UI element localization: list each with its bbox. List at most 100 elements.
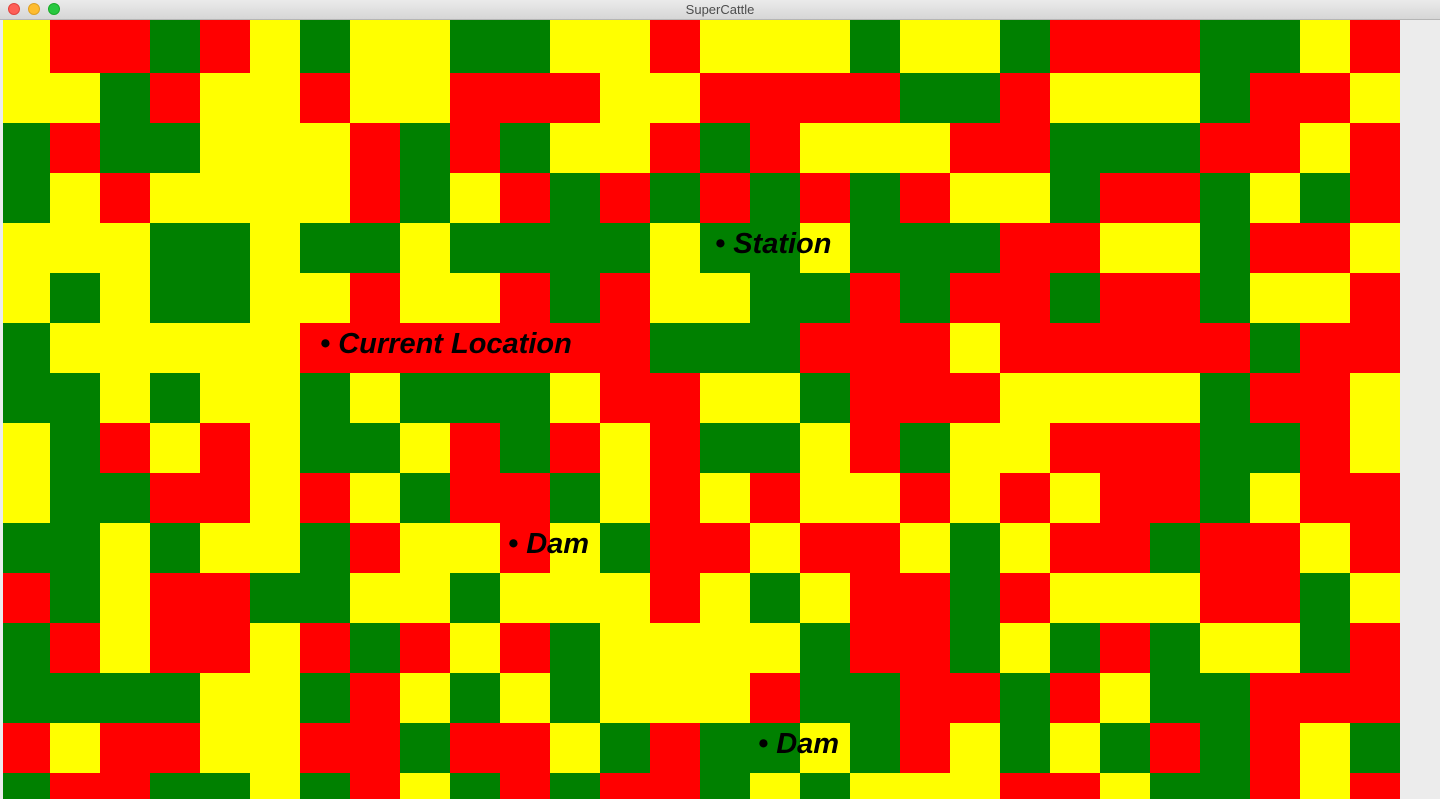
map-tile-yellow	[1000, 373, 1050, 423]
map-tile-red	[150, 73, 200, 123]
map-tile-red	[1300, 423, 1350, 473]
map-tile-red	[450, 723, 500, 773]
map-tile-green	[200, 223, 250, 273]
map-tile-edge	[1250, 20, 1300, 23]
map-tile-red	[350, 323, 400, 373]
map-tile-edge	[650, 20, 700, 23]
map-tile-green	[750, 323, 800, 373]
map-tile-red	[350, 123, 400, 173]
map-tile-red	[850, 523, 900, 573]
map-tile-yellow	[3, 473, 50, 523]
map-tile-red	[150, 623, 200, 673]
map-tile-yellow	[550, 523, 600, 573]
map-tile-red	[1300, 73, 1350, 123]
map-tile-red	[350, 273, 400, 323]
map-tile-green	[900, 423, 950, 473]
map-tile-yellow	[1050, 73, 1100, 123]
map-tile-red	[500, 773, 550, 799]
map-tile-yellow	[50, 223, 100, 273]
map-tile-red	[1300, 323, 1350, 373]
map-tile-green	[1050, 123, 1100, 173]
map-tile-green	[700, 423, 750, 473]
map-tile-red	[1250, 123, 1300, 173]
map-tile-yellow	[200, 373, 250, 423]
map-tile-yellow	[400, 573, 450, 623]
map-tile-green	[850, 223, 900, 273]
close-window-button[interactable]	[8, 3, 20, 15]
map-tile-red	[700, 73, 750, 123]
map-tile-edge	[950, 20, 1000, 23]
map-tile-red	[1100, 323, 1150, 373]
map-tile-red	[1100, 523, 1150, 573]
map-tile-green	[800, 773, 850, 799]
map-tile-red	[500, 523, 550, 573]
map-tile-red	[1150, 323, 1200, 373]
map-tile-green	[1150, 623, 1200, 673]
map-tile-red	[900, 573, 950, 623]
map-tile-green	[600, 223, 650, 273]
map-tile-yellow	[1100, 373, 1150, 423]
map-tile-red	[50, 623, 100, 673]
map-tile-yellow	[50, 73, 100, 123]
map-tile-green	[150, 273, 200, 323]
map-tile-red	[950, 123, 1000, 173]
map-canvas[interactable]: • Station • Current Location • Dam • Dam	[3, 20, 1440, 799]
marker-dam[interactable]: • Dam	[508, 528, 590, 560]
map-tile-red	[3, 723, 50, 773]
map-tile-green	[50, 473, 100, 523]
map-tile-green	[850, 673, 900, 723]
map-tile-red	[1250, 223, 1300, 273]
map-tile-red	[1300, 673, 1350, 723]
map-tile-red	[600, 273, 650, 323]
map-tile-red	[650, 573, 700, 623]
map-tile-yellow	[400, 773, 450, 799]
map-tile-green	[850, 723, 900, 773]
map-tile-red	[850, 73, 900, 123]
map-tile-yellow	[400, 523, 450, 573]
marker-station[interactable]: • Station	[715, 228, 832, 260]
map-tile-green	[500, 23, 550, 73]
map-tile-red	[650, 423, 700, 473]
map-tile-red	[1100, 273, 1150, 323]
map-tile-yellow	[1100, 773, 1150, 799]
map-tile-edge	[350, 20, 400, 23]
map-tile-yellow	[1050, 573, 1100, 623]
map-tile-red	[1050, 523, 1100, 573]
map-tile-red	[550, 73, 600, 123]
map-tile-red	[1150, 423, 1200, 473]
zoom-window-button[interactable]	[48, 3, 60, 15]
map-tile-red	[500, 73, 550, 123]
map-tile-red	[800, 173, 850, 223]
map-tile-yellow	[850, 473, 900, 523]
map-tile-yellow	[500, 573, 550, 623]
map-tile-yellow	[900, 123, 950, 173]
marker-current-location[interactable]: • Current Location	[320, 328, 572, 360]
map-tile-green	[400, 473, 450, 523]
map-tile-green	[50, 523, 100, 573]
map-tile-green	[1200, 723, 1250, 773]
map-tile-yellow	[1250, 273, 1300, 323]
map-tile-green	[1250, 423, 1300, 473]
map-tile-yellow	[800, 123, 850, 173]
map-tile-yellow	[100, 373, 150, 423]
map-tile-yellow	[50, 323, 100, 373]
map-tile-red	[600, 773, 650, 799]
map-tile-red	[350, 773, 400, 799]
map-tile-green	[500, 373, 550, 423]
map-tile-edge	[1200, 20, 1250, 23]
map-tile-red	[1100, 623, 1150, 673]
map-tile-green	[750, 573, 800, 623]
minimize-window-button[interactable]	[28, 3, 40, 15]
map-tile-green	[400, 723, 450, 773]
map-tile-green	[1200, 273, 1250, 323]
map-tile-red	[1350, 623, 1400, 673]
map-tile-green	[1200, 23, 1250, 73]
map-tile-green	[1200, 73, 1250, 123]
map-tile-red	[950, 273, 1000, 323]
map-tile-green	[50, 423, 100, 473]
map-tile-yellow	[800, 723, 850, 773]
map-tile-red	[200, 423, 250, 473]
marker-dam[interactable]: • Dam	[758, 728, 840, 760]
map-tile-yellow	[650, 623, 700, 673]
map-tile-yellow	[600, 73, 650, 123]
